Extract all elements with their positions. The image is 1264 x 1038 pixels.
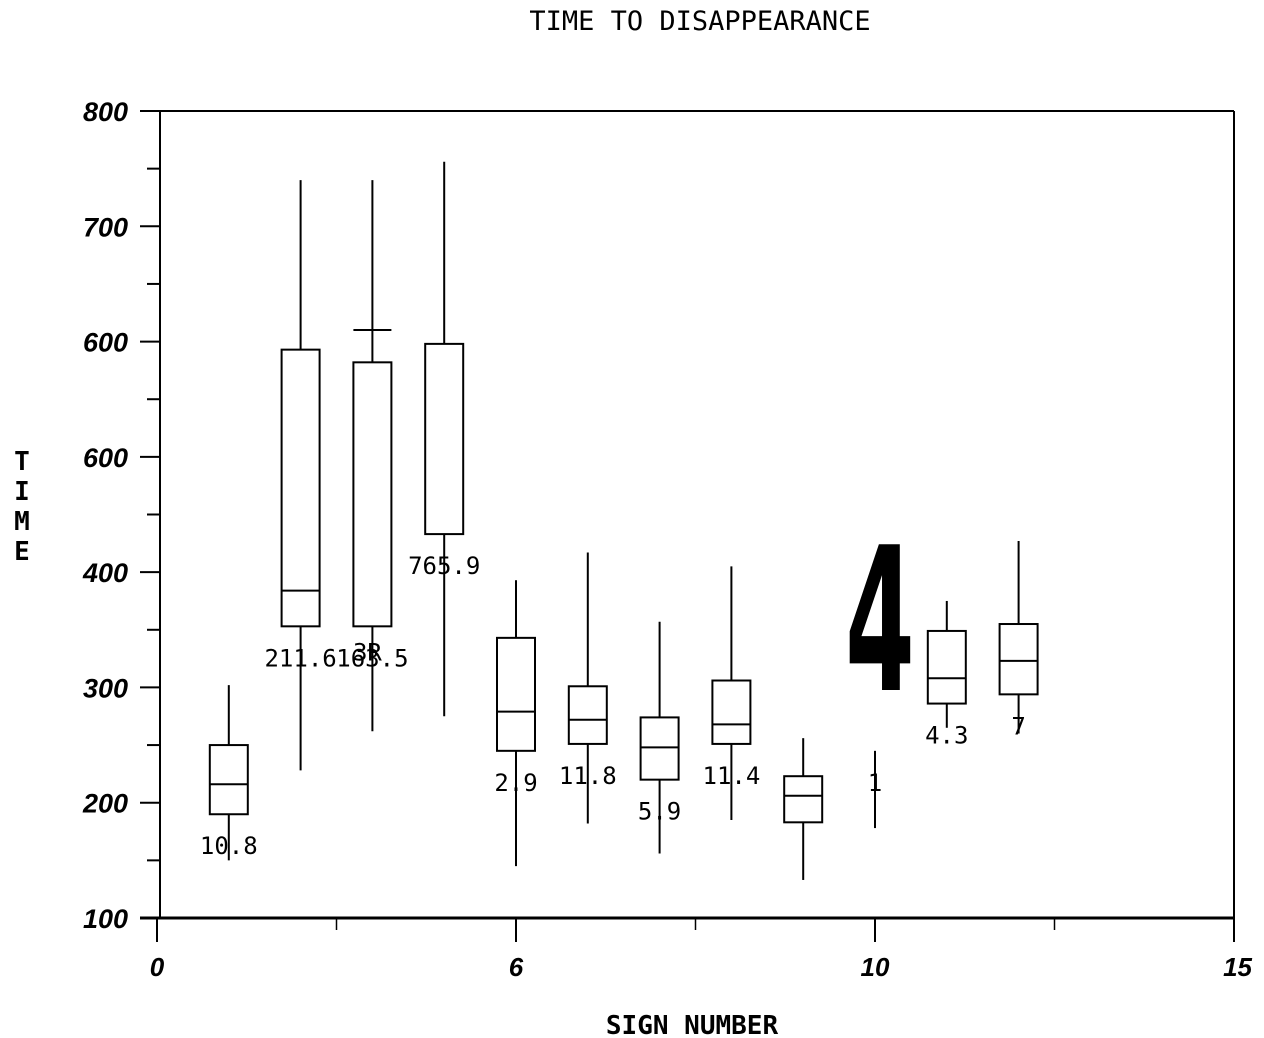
box-4: 765.9 (408, 161, 480, 717)
box-10: 1 (868, 750, 882, 829)
box-8: 11.4 (703, 566, 761, 821)
box-9 (783, 738, 824, 880)
y-axis-label-letter: E (14, 537, 30, 567)
box-7: 5.9 (638, 621, 681, 854)
box-iqr (639, 716, 680, 781)
y-axis-label-letter: T (14, 447, 30, 477)
y-tick-label: 600 (83, 328, 128, 358)
box-label: 211.6 (264, 644, 336, 672)
x-axis-label: SIGN NUMBER (606, 1011, 779, 1038)
box-6: 11.8 (559, 552, 617, 824)
box-label: 1 (868, 769, 882, 797)
box-2: 211.6 (264, 180, 337, 771)
box-iqr (352, 361, 393, 628)
box-5: 2.9 (494, 580, 538, 867)
plot-frame (140, 110, 1235, 920)
y-tick-label: 700 (83, 212, 128, 242)
y-tick-label: 400 (82, 558, 128, 588)
y-tick-label: 800 (83, 97, 128, 127)
box-label: 7 (1011, 712, 1025, 740)
box-extra-label: 3R (353, 638, 382, 666)
x-axis: 0 6 10 15 (150, 918, 1253, 982)
box-iqr (496, 636, 536, 752)
box-11: 4.3 (925, 600, 968, 750)
box-label: 2.9 (494, 769, 537, 797)
y-tick-label: 600 (83, 443, 128, 473)
box-iqr (926, 629, 967, 705)
box-label: 11.4 (703, 762, 761, 790)
x-tick-label: 15 (1223, 952, 1252, 982)
box-label: 10.8 (200, 832, 258, 860)
y-tick-label: 100 (83, 904, 128, 934)
box-iqr (998, 623, 1039, 696)
chart-title: TIME TO DISAPPEARANCE (529, 6, 870, 37)
box-iqr (567, 685, 608, 745)
y-axis: 100 200 300 400 600 600 700 800 (82, 97, 160, 934)
x-tick-label: 0 (150, 952, 165, 982)
box-label: 11.8 (559, 762, 617, 790)
box-label: 5.9 (638, 798, 681, 826)
y-axis-label-letter: M (14, 507, 30, 537)
big-annotation: 4 (845, 505, 915, 738)
x-tick-label: 6 (509, 952, 524, 982)
x-tick-label: 10 (861, 952, 890, 982)
box-label: 4.3 (925, 722, 968, 750)
box-12: 7 (998, 541, 1039, 740)
box-iqr (424, 342, 465, 536)
box-iqr (783, 775, 824, 824)
box-iqr (711, 679, 752, 745)
box-iqr (208, 744, 249, 816)
box-iqr (280, 348, 321, 628)
box-label: 765.9 (408, 552, 480, 580)
box-3: 163.53R (336, 180, 409, 732)
y-tick-label: 300 (83, 673, 128, 703)
box-1: 10.8 (200, 685, 258, 861)
y-axis-label-letter: I (14, 477, 30, 507)
box-label: 163.5 (336, 644, 408, 672)
y-tick-label: 200 (82, 789, 128, 819)
